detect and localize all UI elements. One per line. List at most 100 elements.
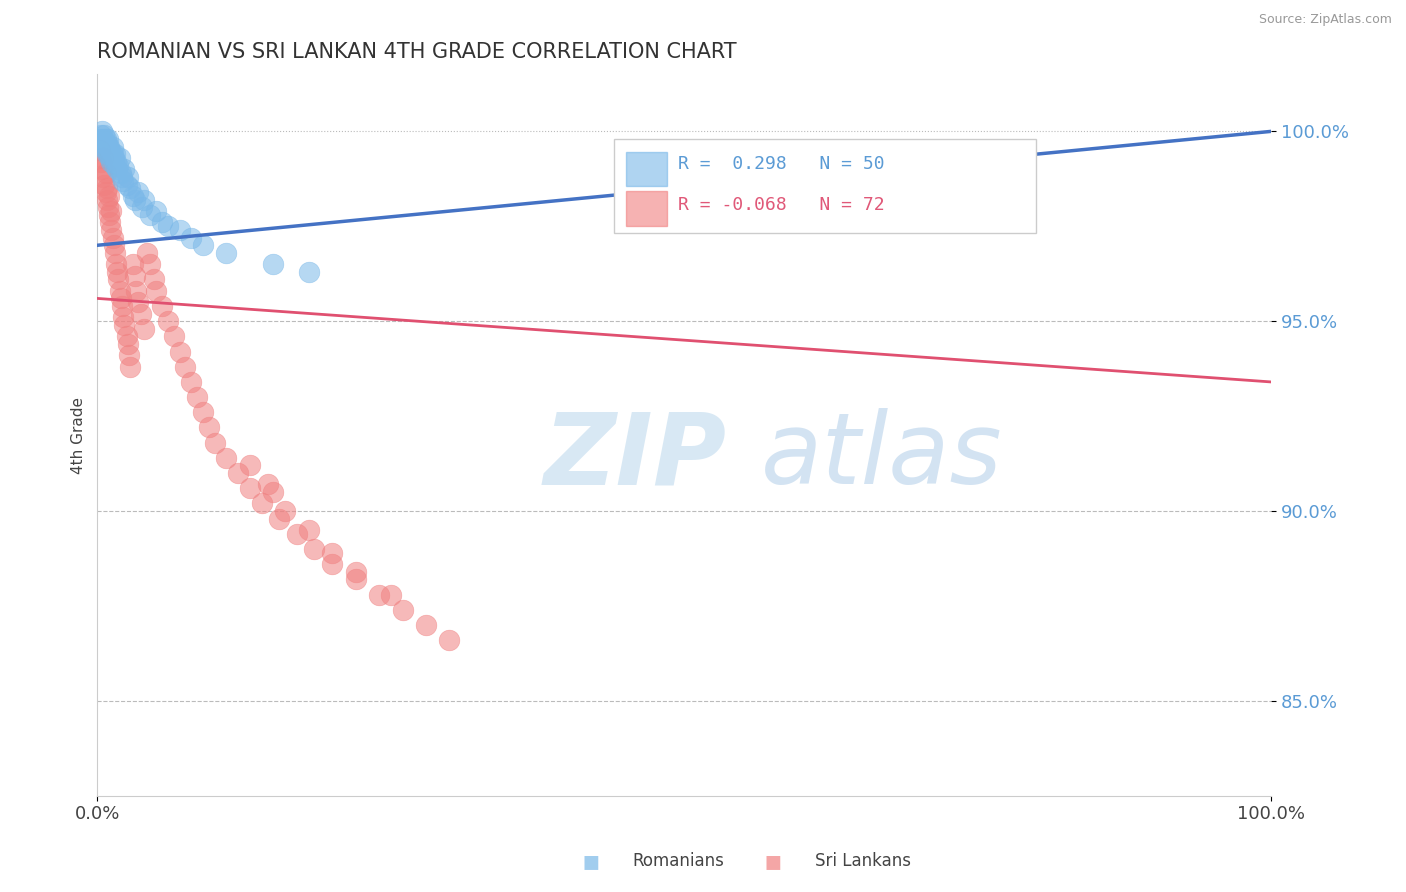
Point (111, 299, 134, 313)
Point (93, 128, 115, 143)
Point (100, 204, 122, 219)
Point (204, 435, 226, 450)
Point (94, 166, 117, 180)
Point (112, 162, 135, 177)
Point (91, 169, 114, 184)
Point (115, 178, 138, 192)
Point (104, 147, 127, 161)
Point (98, 151, 121, 165)
Point (112, 310, 135, 325)
Point (191, 238, 214, 252)
Point (180, 230, 202, 244)
Text: ROMANIAN VS SRI LANKAN 4TH GRADE CORRELATION CHART: ROMANIAN VS SRI LANKAN 4TH GRADE CORRELA… (97, 42, 737, 62)
Point (91, 124, 114, 138)
Point (107, 159, 129, 173)
Point (94, 132, 117, 146)
Text: Source: ZipAtlas.com: Source: ZipAtlas.com (1258, 13, 1392, 27)
Point (96, 136, 118, 150)
Point (96, 147, 118, 161)
Point (101, 147, 124, 161)
Point (105, 162, 128, 177)
Point (104, 159, 127, 173)
Point (105, 154, 128, 169)
Point (142, 272, 165, 286)
Text: ▪: ▪ (581, 847, 600, 875)
FancyBboxPatch shape (614, 139, 1036, 233)
Point (90, 154, 112, 169)
Text: Sri Lankans: Sri Lankans (815, 852, 911, 870)
Point (97, 139, 120, 153)
Bar (626, 152, 666, 186)
Point (380, 588, 402, 602)
Point (344, 565, 367, 579)
Point (103, 238, 125, 252)
Point (368, 588, 391, 602)
Point (115, 329, 138, 343)
Point (226, 466, 249, 480)
Point (105, 265, 128, 279)
Point (110, 166, 132, 180)
Point (129, 307, 152, 321)
Point (186, 390, 208, 404)
Point (169, 223, 191, 237)
Point (98, 208, 121, 222)
Point (198, 420, 221, 434)
Point (89, 132, 111, 146)
Point (150, 215, 173, 229)
Point (125, 284, 148, 298)
Point (98, 147, 121, 161)
Point (100, 223, 122, 237)
Point (321, 557, 343, 571)
Point (163, 329, 186, 343)
Point (93, 178, 115, 192)
Text: Romanians: Romanians (633, 852, 724, 870)
Bar (626, 191, 666, 226)
Point (285, 526, 308, 541)
Point (391, 603, 413, 617)
Point (344, 573, 367, 587)
Point (439, 633, 461, 648)
Point (105, 257, 128, 271)
Point (91, 132, 114, 146)
Text: ▪: ▪ (763, 847, 783, 875)
Point (156, 219, 179, 234)
Point (98, 144, 121, 158)
Point (135, 245, 157, 260)
Point (98, 139, 121, 153)
Point (94, 144, 117, 158)
Point (145, 284, 167, 298)
Point (111, 169, 134, 184)
Point (94, 185, 117, 199)
Point (104, 245, 127, 260)
Point (256, 477, 278, 491)
Point (127, 185, 149, 199)
Text: R = -0.068   N = 72: R = -0.068 N = 72 (678, 195, 884, 213)
Point (101, 139, 124, 153)
Point (174, 359, 197, 374)
Point (97, 200, 120, 214)
Point (298, 265, 321, 279)
Point (118, 348, 141, 362)
Point (269, 511, 291, 525)
Point (117, 169, 139, 184)
Point (124, 193, 146, 207)
Point (215, 245, 238, 260)
Point (124, 268, 146, 283)
Point (121, 189, 143, 203)
Point (304, 541, 326, 556)
Point (120, 181, 142, 195)
Text: atlas: atlas (761, 409, 1002, 505)
Point (321, 546, 343, 560)
Point (139, 257, 162, 271)
Point (262, 485, 284, 500)
Point (127, 295, 149, 310)
Point (120, 359, 142, 374)
Point (107, 272, 129, 286)
Point (131, 200, 153, 214)
Point (156, 314, 179, 328)
Point (415, 618, 437, 632)
Point (239, 481, 262, 495)
Point (110, 292, 132, 306)
Text: ZIP: ZIP (543, 409, 727, 505)
Point (101, 230, 124, 244)
